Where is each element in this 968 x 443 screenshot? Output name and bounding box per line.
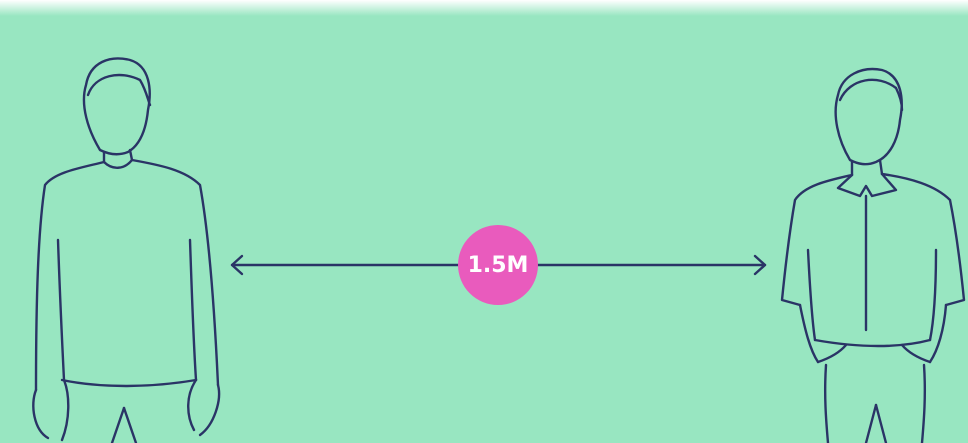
distance-badge [458,225,538,305]
distance-label: 1.5M [468,253,529,278]
right-person [780,67,966,443]
left-person [32,57,221,443]
top-fade [0,0,968,16]
